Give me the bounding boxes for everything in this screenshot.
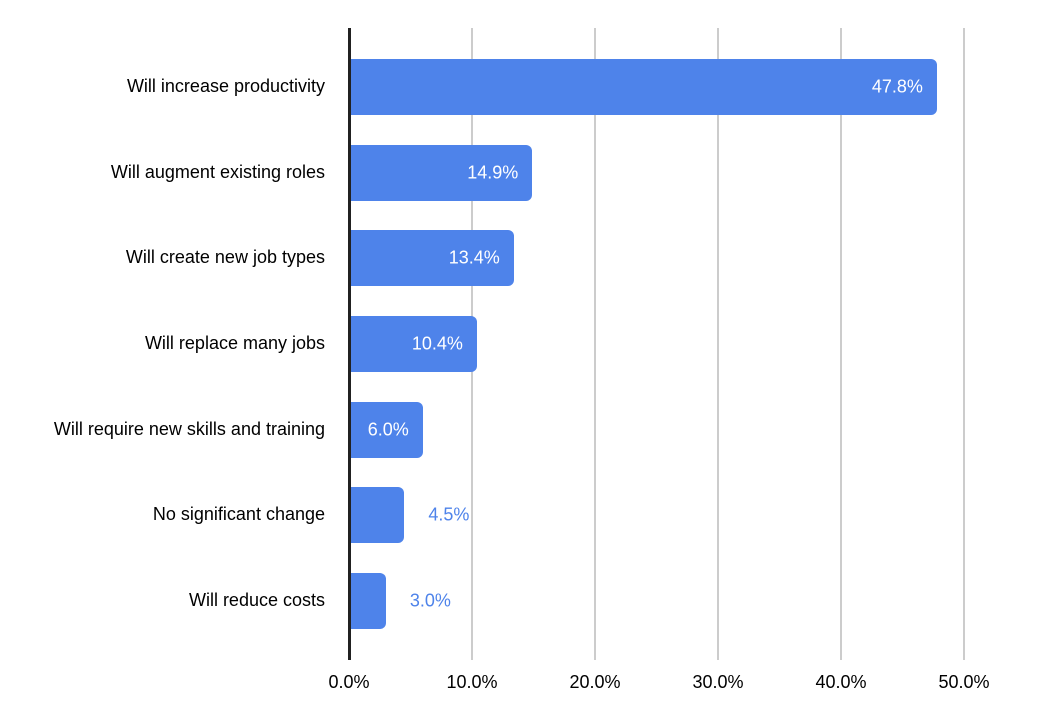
chart-row: 14.9% xyxy=(349,130,964,216)
category-label: Will require new skills and training xyxy=(0,387,337,473)
bar-value-label: 10.4% xyxy=(411,333,463,354)
category-label-text: No significant change xyxy=(152,504,325,525)
category-label-text: Will reduce costs xyxy=(188,590,325,611)
bar: 6.0% xyxy=(349,401,423,458)
gridline xyxy=(594,28,596,660)
gridline xyxy=(963,28,965,660)
y-axis-baseline xyxy=(348,28,351,660)
bar: 10.4% xyxy=(349,316,477,373)
bar-value-label: 4.5% xyxy=(428,504,470,525)
category-axis-labels: Will increase productivity Will augment e… xyxy=(0,44,337,644)
x-tick-label: 50.0% xyxy=(938,672,990,692)
bar: 14.9% xyxy=(349,144,533,201)
category-label-text: Will increase productivity xyxy=(126,75,325,96)
category-label-text: Will augment existing roles xyxy=(110,161,325,182)
bar-rows: 47.8% 14.9% 13.4% 10.4% 6.0% 4.5% 3.0% xyxy=(349,44,964,644)
category-label-text: Will replace many jobs xyxy=(144,333,325,354)
bar-value-label: 13.4% xyxy=(448,247,500,268)
plot-area: 47.8% 14.9% 13.4% 10.4% 6.0% 4.5% 3.0% xyxy=(348,28,965,660)
chart-row: 6.0% xyxy=(349,387,964,473)
gridline xyxy=(717,28,719,660)
chart-row: 13.4% xyxy=(349,215,964,301)
bar: 3.0% xyxy=(349,573,451,630)
category-label: Will create new job types xyxy=(0,215,337,301)
chart-row: 10.4% xyxy=(349,301,964,387)
x-axis-tick-labels: 0.0% 10.0% 20.0% 30.0% 40.0% 50.0% xyxy=(328,672,989,698)
category-label: Will increase productivity xyxy=(0,44,337,130)
bar-value-label: 3.0% xyxy=(409,590,451,611)
chart-row: 47.8% xyxy=(349,44,964,130)
category-label: Will reduce costs xyxy=(0,558,337,644)
category-label: Will augment existing roles xyxy=(0,130,337,216)
bar-value-label: 6.0% xyxy=(367,419,409,440)
x-tick-label: 10.0% xyxy=(446,672,498,692)
category-label: Will replace many jobs xyxy=(0,301,337,387)
gridline xyxy=(840,28,842,660)
bar-value-label: 47.8% xyxy=(871,76,923,97)
bar: 47.8% xyxy=(349,58,937,115)
bar: 4.5% xyxy=(349,487,469,544)
x-tick-label: 20.0% xyxy=(569,672,621,692)
x-tick-label: 40.0% xyxy=(815,672,867,692)
chart-row: 4.5% xyxy=(349,473,964,559)
x-tick-label: 0.0% xyxy=(328,672,370,692)
bar: 13.4% xyxy=(349,230,514,287)
category-label-text: Will create new job types xyxy=(125,247,325,268)
chart-row: 3.0% xyxy=(349,558,964,644)
bar-value-label: 14.9% xyxy=(467,162,519,183)
x-tick-label: 30.0% xyxy=(692,672,744,692)
category-label: No significant change xyxy=(0,473,337,559)
category-label-text: Will require new skills and training xyxy=(53,418,325,439)
